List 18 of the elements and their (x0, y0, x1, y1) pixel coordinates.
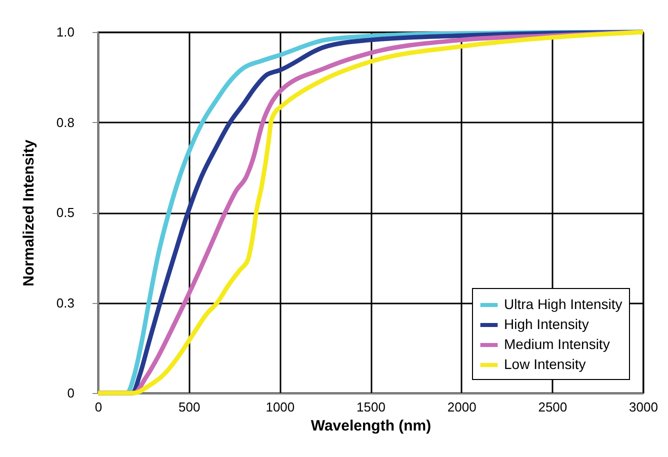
y-tick-label: 0.5 (56, 205, 74, 220)
x-tick-label: 500 (178, 400, 200, 414)
legend-label: Low Intensity (504, 356, 586, 372)
legend-label: High Intensity (504, 316, 589, 332)
x-axis-title: Wavelength (nm) (310, 418, 432, 434)
x-tick-label: 1500 (356, 400, 386, 414)
x-tick-label: 1000 (266, 400, 295, 414)
y-tick-label: 0 (67, 386, 74, 400)
legend-label: Ultra High Intensity (504, 296, 622, 312)
legend-label: Medium Intensity (504, 336, 610, 352)
x-tick-label: 0 (94, 400, 102, 414)
y-tick-label: 0.8 (56, 114, 74, 130)
y-axis-title: Normalized Intensity (20, 138, 38, 286)
x-tick-label: 3000 (629, 400, 658, 414)
y-tick-label: 1.0 (56, 24, 74, 40)
x-tick-label: 2000 (447, 400, 476, 414)
x-tick-label: 2500 (538, 400, 568, 414)
y-tick-label: 0.3 (56, 295, 74, 310)
